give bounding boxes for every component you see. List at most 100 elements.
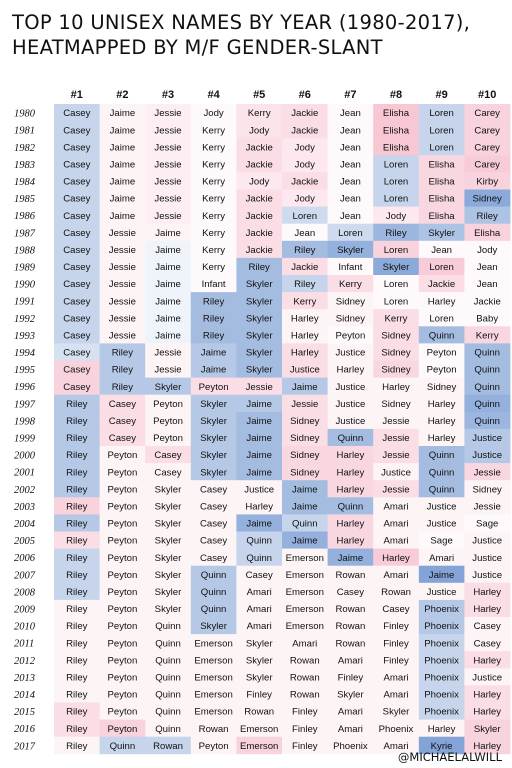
heat-cell	[145, 446, 192, 464]
heat-cell	[464, 343, 511, 361]
heat-cell	[145, 411, 192, 430]
heat-cell	[327, 138, 374, 156]
heat-cell	[236, 172, 283, 190]
cell-label: Peyton	[107, 707, 137, 718]
cell-label: Harley	[428, 433, 456, 444]
heat-cell	[282, 599, 328, 618]
heat-cell	[145, 599, 192, 618]
cell-label: Peyton	[107, 690, 137, 701]
heat-cell	[99, 394, 146, 413]
heat-cell	[373, 480, 420, 498]
heat-cell	[54, 634, 100, 652]
heat-cell	[464, 223, 511, 242]
cell-label: Jean	[431, 245, 452, 256]
cell-label: Jody	[249, 177, 269, 188]
cell-label: Casey	[63, 245, 90, 256]
heat-cell	[373, 223, 420, 242]
cell-label: Jackie	[246, 211, 273, 222]
cell-label: Harley	[291, 348, 319, 359]
year-label: 2014	[14, 690, 36, 701]
heat-cell	[99, 651, 146, 669]
heat-cell	[190, 428, 237, 447]
heat-cell	[99, 565, 146, 584]
heat-cell	[236, 463, 283, 481]
cell-label: Kerry	[385, 313, 408, 324]
heat-cell	[327, 377, 374, 396]
heat-cell	[327, 326, 374, 344]
year-label: 2000	[14, 451, 36, 462]
heat-cell	[464, 719, 511, 738]
cell-label: Loren	[429, 108, 454, 119]
cell-label: Phoenix	[424, 655, 459, 666]
cell-label: Jessie	[154, 211, 181, 222]
cell-label: Casey	[63, 125, 90, 136]
cell-label: Casey	[109, 433, 136, 444]
cell-label: Kerry	[248, 108, 271, 119]
heat-cell	[54, 565, 100, 584]
heat-cell	[327, 685, 374, 703]
cell-label: Jean	[340, 142, 361, 153]
heat-cell	[282, 565, 328, 584]
heat-cell	[373, 240, 420, 259]
heat-cell	[145, 582, 192, 601]
heat-cell	[464, 565, 511, 584]
cell-label: Casey	[63, 194, 90, 205]
cell-label: Casey	[63, 142, 90, 153]
cell-label: Amari	[383, 536, 408, 547]
year-label: 2013	[14, 673, 35, 684]
cell-label: Casey	[63, 313, 90, 324]
cell-label: Justice	[427, 501, 457, 512]
heat-cell	[327, 582, 374, 601]
heat-cell	[282, 428, 328, 447]
heat-cell	[282, 411, 328, 430]
heat-cell	[54, 480, 100, 498]
cell-label: Skyler	[200, 467, 227, 478]
cell-label: Skyler	[246, 296, 273, 307]
year-label: 2007	[14, 570, 36, 581]
cell-label: Justice	[335, 382, 365, 393]
cell-label: Peyton	[107, 587, 137, 598]
cell-label: Amari	[383, 690, 408, 701]
heat-cell	[418, 172, 465, 190]
heat-cell	[418, 343, 465, 361]
cell-label: Harley	[291, 330, 319, 341]
cell-label: Riley	[203, 313, 225, 324]
heat-cell	[282, 394, 328, 413]
cell-label: Jaime	[110, 177, 136, 188]
cell-label: Amari	[383, 570, 408, 581]
heat-cell	[418, 121, 465, 139]
cell-label: Justice	[244, 484, 274, 495]
heat-cell	[145, 736, 192, 755]
cell-label: Riley	[112, 365, 134, 376]
cell-label: Casey	[200, 519, 227, 530]
cell-label: Riley	[66, 707, 88, 718]
heat-cell	[236, 497, 283, 515]
cell-label: Jackie	[474, 296, 501, 307]
cell-label: Casey	[63, 382, 90, 393]
heat-cell	[54, 736, 100, 755]
heat-cell	[145, 617, 192, 635]
year-label: 2010	[14, 622, 36, 633]
heat-cell	[99, 138, 146, 156]
heat-cell	[282, 155, 328, 173]
heat-cell	[282, 172, 328, 190]
cell-label: Skyler	[428, 228, 455, 239]
heat-cell	[236, 446, 283, 464]
cell-label: Jaime	[246, 467, 272, 478]
heat-cell	[464, 599, 511, 618]
cell-label: Riley	[66, 433, 88, 444]
cell-label: Harley	[473, 707, 501, 718]
heat-cell	[54, 309, 100, 327]
cell-label: Casey	[63, 177, 90, 188]
heat-cell	[190, 531, 237, 549]
heat-cell	[145, 121, 192, 139]
heat-cell	[327, 446, 374, 464]
cell-label: Sidney	[381, 348, 411, 359]
heat-cell	[99, 685, 146, 703]
heat-cell	[464, 257, 511, 276]
heat-cell	[54, 343, 100, 361]
cell-label: Jaime	[429, 570, 455, 581]
heat-cell	[418, 514, 465, 532]
year-label: 2004	[14, 519, 36, 530]
cell-label: Amari	[247, 587, 272, 598]
